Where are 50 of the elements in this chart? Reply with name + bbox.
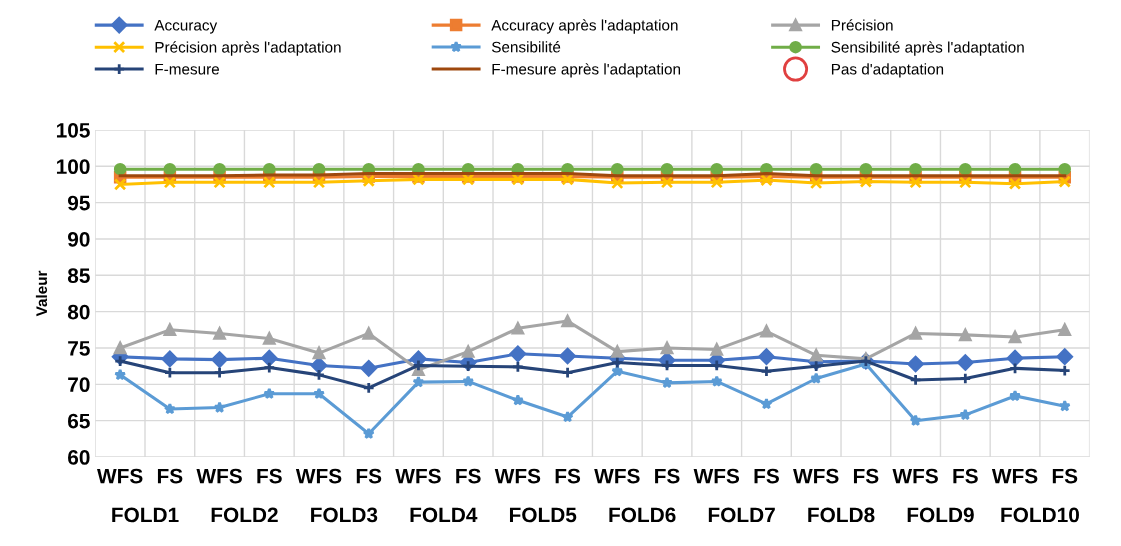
x-tick-label: WFS: [196, 468, 242, 484]
y-tick-label: 100: [56, 159, 90, 175]
y-tick-label: 105: [56, 122, 90, 138]
text: FOLD2: [211, 507, 278, 523]
x-tick-label: FS: [655, 468, 680, 484]
x-tick-label: FS: [754, 468, 779, 484]
text: FOLD5: [509, 507, 577, 523]
x-tick-label: FS: [1052, 468, 1078, 484]
text: FOLD4: [410, 507, 478, 523]
text: FOLD10: [1001, 507, 1079, 523]
y-tick-label: 90: [67, 231, 90, 247]
x-tick-label: WFS: [395, 468, 441, 484]
y-tick-label: 80: [67, 304, 90, 320]
text: FOLD1: [112, 507, 179, 523]
x-tick-label: WFS: [494, 468, 541, 484]
y-tick-label: 95: [67, 195, 90, 211]
legend-label: F-mesure après l'adaptation: [492, 63, 681, 78]
text: FOLD3: [311, 507, 378, 523]
legend-label: Pas d'adaptation: [831, 63, 944, 78]
legend-label: Précision: [831, 19, 893, 31]
legend-label: Accuracy après l'adaptation: [491, 19, 678, 34]
text: FOLD7: [708, 507, 775, 523]
x-tick-label: WFS: [693, 468, 740, 484]
x-tick-label: FS: [257, 468, 282, 484]
x-tick-label: FS: [157, 468, 183, 484]
text: FOLD8: [808, 507, 875, 523]
x-tick-label: WFS: [892, 468, 938, 484]
x-tick-label: WFS: [991, 468, 1038, 484]
y-tick-label: 85: [67, 268, 90, 284]
text: FOLD9: [907, 507, 974, 523]
text: FOLD6: [609, 507, 676, 523]
y-axis-title: Valeur: [35, 270, 48, 317]
legend-label: F-mesure: [155, 63, 220, 75]
x-tick-label: FS: [555, 468, 581, 484]
y-tick-label: 60: [68, 450, 90, 465]
legend-label: Sensibilité: [491, 41, 561, 53]
legend-label: Accuracy: [154, 19, 218, 34]
x-tick-label: WFS: [295, 468, 342, 484]
x-tick-label: FS: [953, 468, 978, 484]
x-tick-label: FS: [356, 468, 382, 484]
y-tick-label: 65: [68, 413, 90, 429]
legend-label: Sensibilité après l'adaptation: [831, 41, 1024, 56]
x-tick-label: FS: [853, 468, 879, 484]
legend-label: Précision après l'adaptation: [155, 41, 341, 56]
y-tick-label: 70: [68, 377, 90, 393]
x-tick-label: FS: [456, 468, 481, 484]
x-tick-label: WFS: [594, 468, 640, 484]
x-tick-label: WFS: [97, 468, 143, 484]
y-tick-label: 75: [68, 341, 90, 356]
x-tick-label: WFS: [793, 468, 839, 484]
